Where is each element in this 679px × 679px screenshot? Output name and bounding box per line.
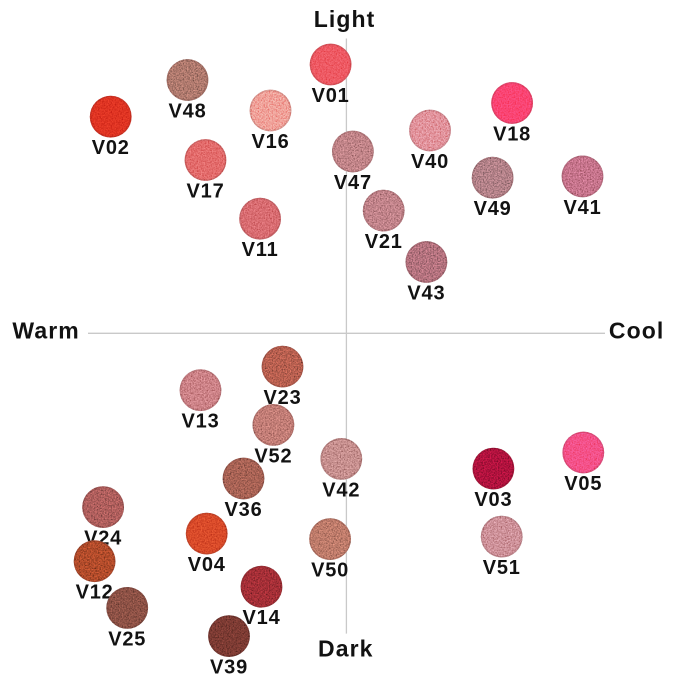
svg-text:V04: V04 — [188, 554, 226, 576]
svg-text:V43: V43 — [407, 283, 445, 305]
svg-text:Dark: Dark — [318, 636, 374, 662]
svg-text:V14: V14 — [243, 607, 281, 629]
svg-text:V18: V18 — [493, 124, 531, 146]
svg-text:V51: V51 — [483, 557, 521, 579]
svg-text:V39: V39 — [210, 657, 248, 679]
svg-text:V12: V12 — [76, 582, 114, 604]
svg-text:V52: V52 — [254, 445, 292, 467]
svg-text:V17: V17 — [187, 181, 225, 203]
svg-text:V16: V16 — [252, 131, 290, 153]
svg-text:Light: Light — [314, 6, 376, 32]
svg-text:V11: V11 — [242, 239, 279, 261]
svg-text:V49: V49 — [474, 198, 512, 220]
svg-text:V48: V48 — [169, 101, 207, 123]
svg-text:V03: V03 — [474, 489, 512, 511]
svg-text:V02: V02 — [92, 137, 130, 159]
svg-text:V25: V25 — [108, 628, 146, 650]
svg-text:V36: V36 — [225, 499, 263, 521]
svg-text:V05: V05 — [564, 473, 602, 495]
svg-text:Warm: Warm — [12, 317, 79, 343]
svg-text:V41: V41 — [564, 197, 602, 219]
svg-text:V50: V50 — [311, 560, 349, 582]
svg-text:V40: V40 — [411, 151, 449, 173]
svg-text:V01: V01 — [312, 85, 350, 107]
svg-text:V21: V21 — [365, 231, 403, 253]
svg-text:V47: V47 — [334, 172, 372, 194]
svg-text:V13: V13 — [182, 411, 220, 433]
svg-text:Cool: Cool — [609, 317, 665, 343]
svg-text:V42: V42 — [322, 479, 360, 501]
svg-text:V23: V23 — [264, 387, 302, 409]
